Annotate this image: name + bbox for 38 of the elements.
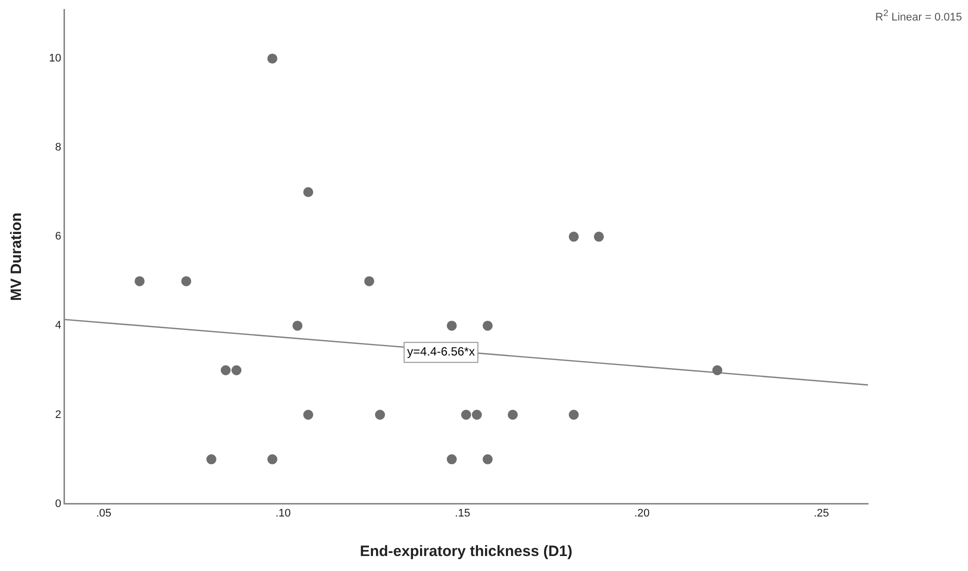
y-tick-label: 0	[55, 498, 62, 510]
point	[303, 187, 314, 198]
point	[461, 410, 472, 420]
point	[446, 320, 457, 331]
y-tick-label: 10	[48, 52, 62, 65]
point	[181, 276, 192, 286]
point	[508, 410, 518, 420]
point	[568, 410, 579, 420]
point	[712, 365, 722, 376]
y-tick-label: 4	[55, 320, 62, 332]
point	[472, 410, 482, 420]
point	[267, 454, 278, 464]
point	[482, 454, 493, 464]
x-axis-title: End-expiratory thickness (D1)	[360, 543, 572, 560]
point	[482, 320, 493, 331]
point	[220, 365, 231, 376]
y-tick-label: 6	[55, 230, 62, 243]
x-tick-label: .05	[96, 507, 112, 520]
point	[231, 365, 242, 376]
point	[446, 454, 457, 464]
point	[292, 320, 302, 331]
point	[568, 232, 579, 242]
point	[303, 410, 314, 420]
point	[206, 454, 216, 464]
point	[594, 232, 604, 242]
y-tick-label: 2	[55, 408, 62, 421]
y-axis-title: MV Duration	[8, 212, 26, 301]
point	[267, 54, 278, 64]
y-tick-label: 8	[55, 142, 62, 154]
point	[134, 276, 145, 286]
x-tick-label: .25	[814, 507, 829, 520]
annotation: y=4.4-6.56*x	[407, 344, 475, 359]
point	[375, 410, 385, 420]
point	[364, 276, 374, 286]
text: R$^{2}$ Linear = 0.015	[875, 8, 962, 24]
x-tick-label: .15	[454, 507, 470, 520]
x-tick-label: .10	[275, 507, 291, 520]
x-tick-label: .20	[634, 507, 650, 520]
